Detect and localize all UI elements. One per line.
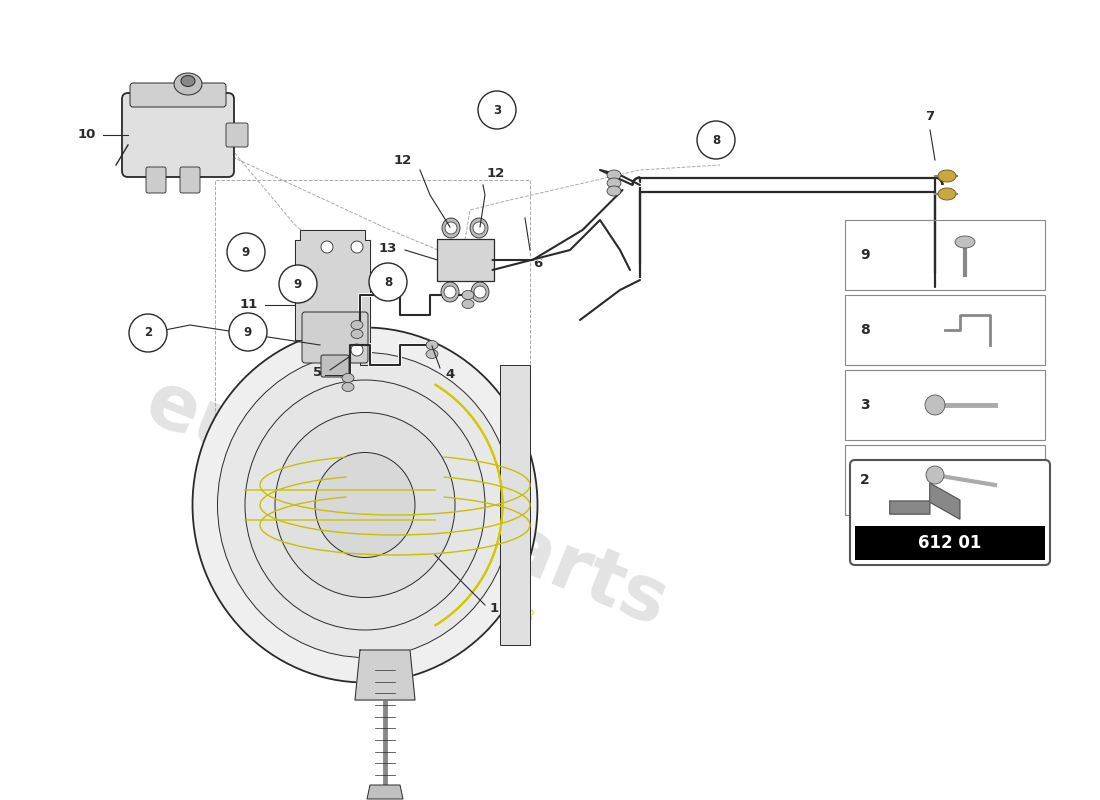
Circle shape bbox=[279, 265, 317, 303]
Ellipse shape bbox=[342, 382, 354, 391]
FancyBboxPatch shape bbox=[302, 312, 368, 363]
Circle shape bbox=[129, 314, 167, 352]
Text: 7: 7 bbox=[925, 110, 935, 123]
Text: 2: 2 bbox=[144, 326, 152, 339]
Polygon shape bbox=[295, 230, 370, 365]
Ellipse shape bbox=[607, 170, 621, 180]
Text: 11: 11 bbox=[240, 298, 258, 311]
Bar bbox=[855, 526, 1045, 560]
Ellipse shape bbox=[442, 218, 460, 238]
FancyBboxPatch shape bbox=[180, 167, 200, 193]
Circle shape bbox=[368, 263, 407, 301]
Text: 612 01: 612 01 bbox=[918, 534, 981, 552]
Ellipse shape bbox=[182, 75, 195, 86]
Ellipse shape bbox=[426, 350, 438, 358]
Bar bbox=[845, 295, 1045, 365]
FancyBboxPatch shape bbox=[437, 239, 494, 281]
Text: 8: 8 bbox=[860, 323, 870, 337]
Circle shape bbox=[478, 91, 516, 129]
Ellipse shape bbox=[315, 453, 415, 558]
Circle shape bbox=[321, 241, 333, 253]
FancyBboxPatch shape bbox=[226, 123, 248, 147]
Ellipse shape bbox=[607, 178, 621, 188]
Ellipse shape bbox=[471, 282, 490, 302]
FancyBboxPatch shape bbox=[122, 93, 234, 177]
Ellipse shape bbox=[245, 380, 485, 630]
FancyBboxPatch shape bbox=[321, 355, 349, 377]
Text: 12: 12 bbox=[487, 167, 505, 180]
Circle shape bbox=[227, 233, 265, 271]
Ellipse shape bbox=[275, 413, 455, 598]
Circle shape bbox=[474, 286, 486, 298]
Text: 9: 9 bbox=[860, 248, 870, 262]
Ellipse shape bbox=[342, 374, 354, 382]
Circle shape bbox=[229, 313, 267, 351]
Circle shape bbox=[444, 286, 456, 298]
Text: 3: 3 bbox=[860, 398, 870, 412]
Polygon shape bbox=[355, 650, 415, 700]
Text: 3: 3 bbox=[493, 103, 502, 117]
Bar bbox=[845, 445, 1045, 515]
Text: 6: 6 bbox=[534, 257, 542, 270]
Polygon shape bbox=[500, 365, 530, 645]
Circle shape bbox=[697, 121, 735, 159]
Bar bbox=[845, 370, 1045, 440]
Text: 9: 9 bbox=[242, 246, 250, 258]
Ellipse shape bbox=[938, 170, 956, 182]
Ellipse shape bbox=[426, 341, 438, 350]
Text: 1: 1 bbox=[490, 602, 499, 614]
Ellipse shape bbox=[351, 321, 363, 330]
Ellipse shape bbox=[462, 290, 474, 299]
Text: 8: 8 bbox=[384, 275, 392, 289]
Ellipse shape bbox=[192, 327, 538, 682]
Ellipse shape bbox=[441, 282, 459, 302]
Text: eurocarparts: eurocarparts bbox=[135, 366, 679, 642]
Ellipse shape bbox=[462, 299, 474, 309]
Ellipse shape bbox=[607, 186, 621, 196]
FancyBboxPatch shape bbox=[850, 460, 1050, 565]
Circle shape bbox=[351, 344, 363, 356]
FancyBboxPatch shape bbox=[146, 167, 166, 193]
Circle shape bbox=[351, 241, 363, 253]
Ellipse shape bbox=[174, 73, 202, 95]
Polygon shape bbox=[367, 785, 403, 799]
Circle shape bbox=[925, 395, 945, 415]
Ellipse shape bbox=[938, 188, 956, 200]
Ellipse shape bbox=[955, 236, 975, 248]
Circle shape bbox=[446, 222, 456, 234]
Text: 12: 12 bbox=[394, 154, 412, 167]
Ellipse shape bbox=[470, 218, 488, 238]
Ellipse shape bbox=[218, 353, 513, 658]
Circle shape bbox=[473, 222, 485, 234]
Text: 2: 2 bbox=[860, 473, 870, 487]
Text: 10: 10 bbox=[78, 129, 96, 142]
Text: 5: 5 bbox=[312, 366, 322, 379]
Text: 9: 9 bbox=[244, 326, 252, 338]
Text: a passion for parts since 1978: a passion for parts since 1978 bbox=[277, 509, 537, 627]
Bar bbox=[845, 220, 1045, 290]
Circle shape bbox=[926, 466, 944, 484]
Text: 13: 13 bbox=[378, 242, 397, 254]
Text: 8: 8 bbox=[712, 134, 720, 146]
Text: 4: 4 bbox=[446, 367, 454, 381]
Text: 9: 9 bbox=[294, 278, 302, 290]
Ellipse shape bbox=[351, 330, 363, 338]
Polygon shape bbox=[890, 483, 960, 519]
FancyBboxPatch shape bbox=[130, 83, 225, 107]
